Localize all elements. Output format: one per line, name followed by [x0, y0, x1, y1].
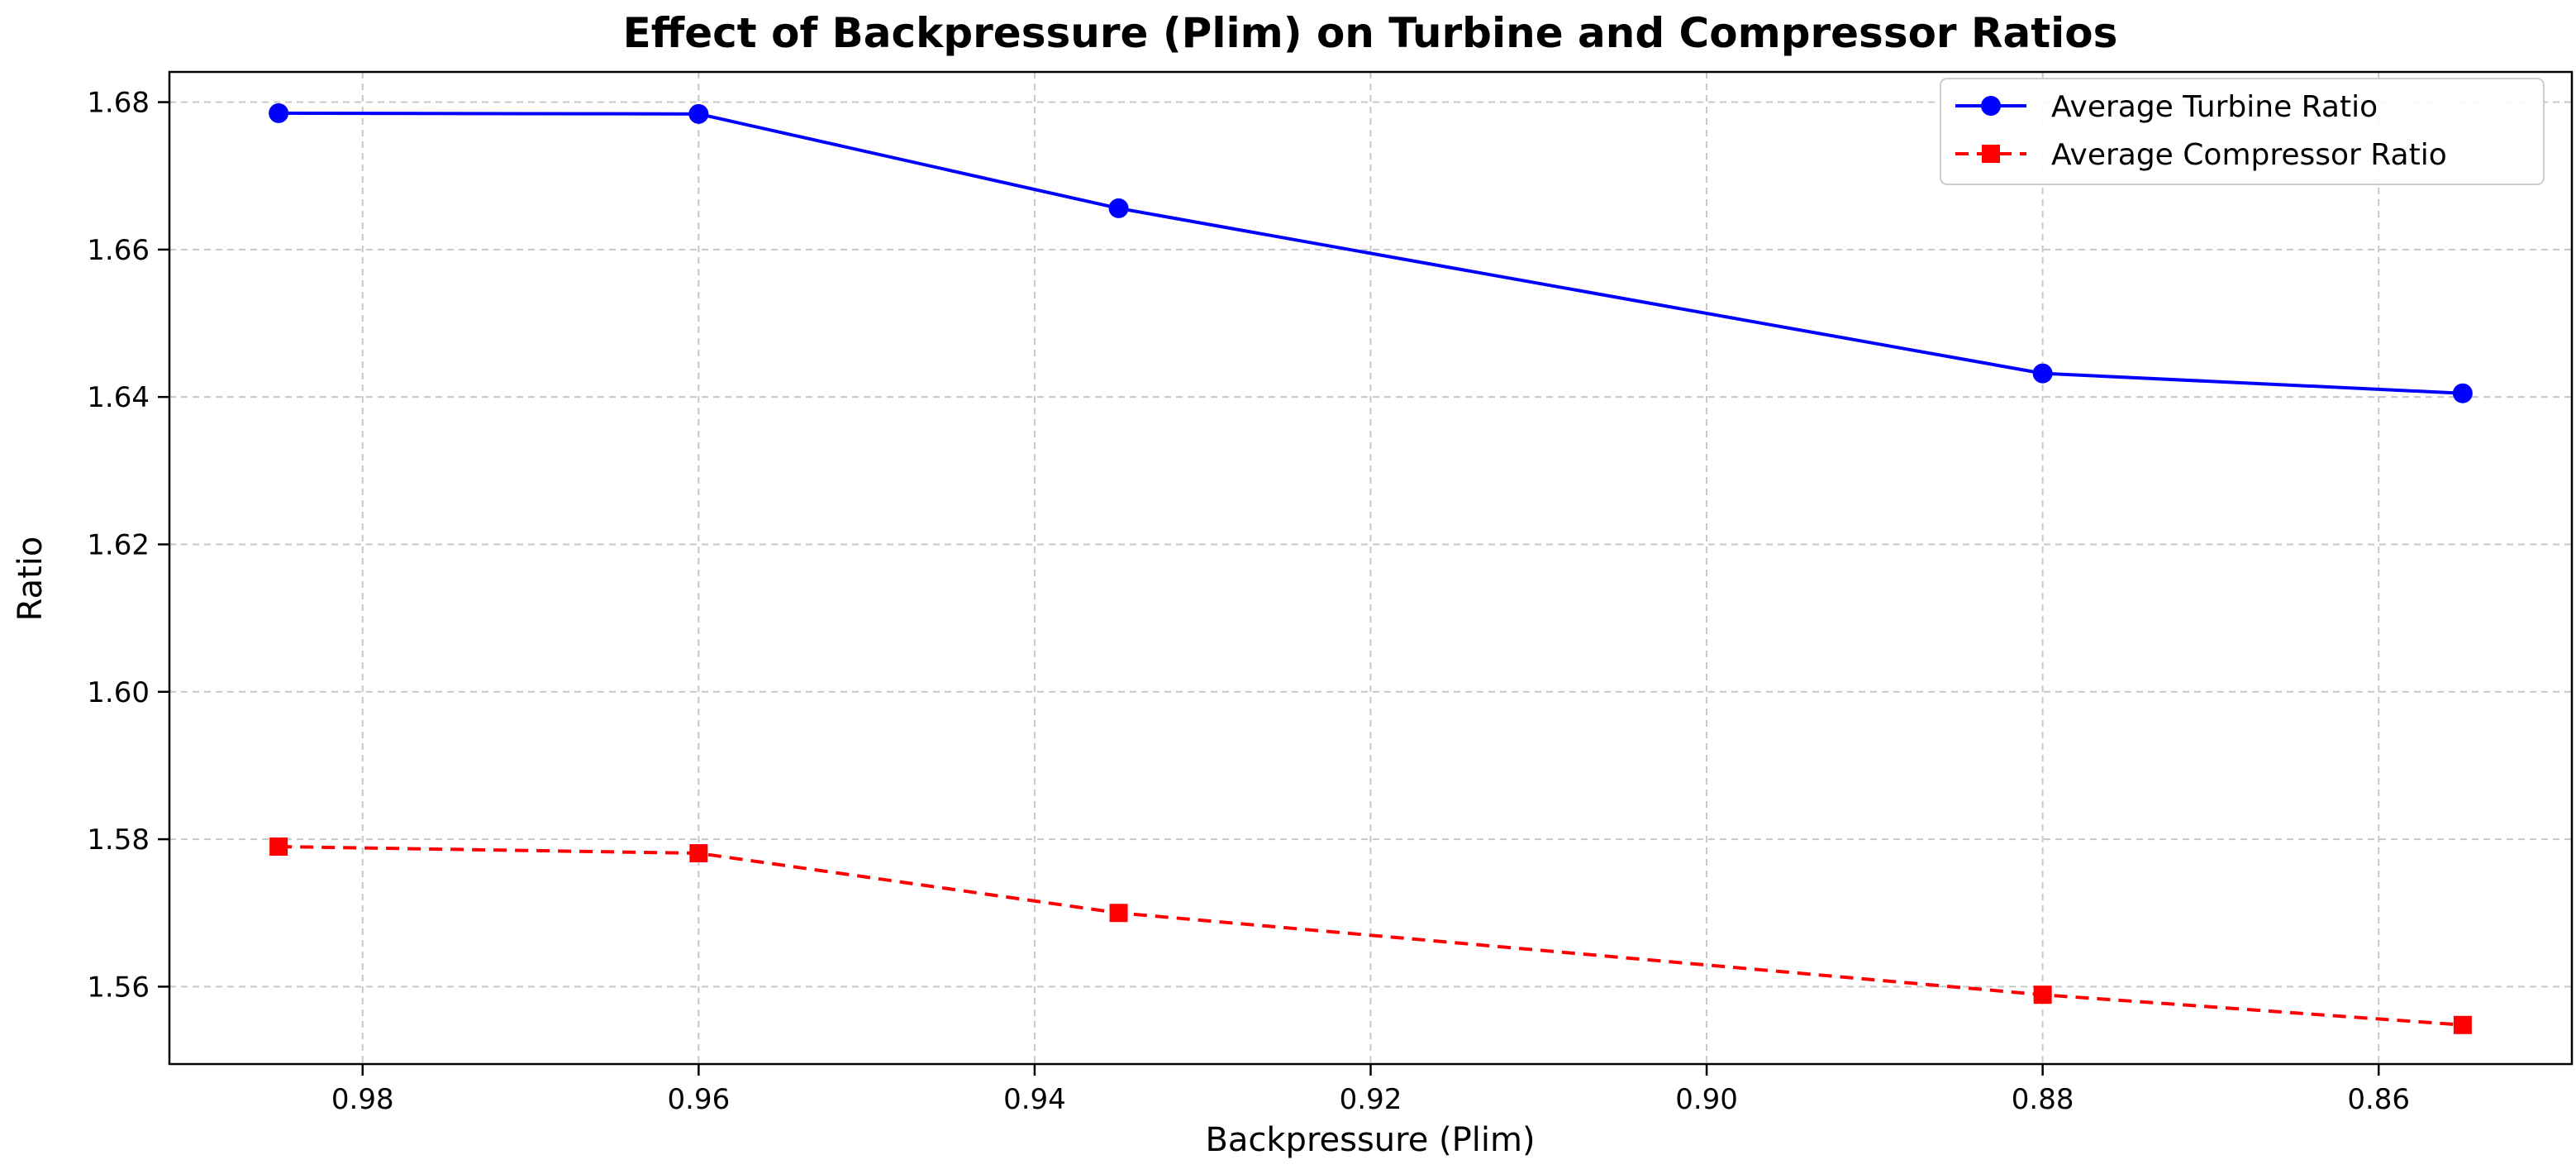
- legend-box: [1940, 78, 2545, 185]
- y-tick-label: 1.56: [87, 971, 150, 1004]
- y-tick-label: 1.66: [87, 234, 150, 267]
- y-tick-label: 1.68: [87, 87, 150, 120]
- axis-ticks: 0.98 0.96 0.94 0.92 0.90 0.88 0.86 1.56 1.58 1.60…: [87, 87, 2410, 1116]
- compressor-point: [1109, 904, 1128, 923]
- turbine-point: [688, 103, 709, 124]
- y-axis-label: Ratio: [12, 537, 50, 622]
- legend: Average Turbine Ratio Average Compressor …: [1940, 78, 2545, 185]
- turbine-point: [2032, 363, 2053, 384]
- x-tick-label: 0.88: [2012, 1083, 2074, 1116]
- turbine-point: [1108, 198, 1129, 218]
- turbine-point: [269, 103, 289, 123]
- chart-title: Effect of Backpressure (Plim) on Turbine…: [623, 9, 2118, 57]
- x-axis-label: Backpressure (Plim): [1205, 1121, 1535, 1159]
- y-tick-label: 1.60: [87, 676, 150, 709]
- y-tick-label: 1.58: [87, 823, 150, 857]
- legend-compressor-label: Average Compressor Ratio: [2051, 138, 2447, 172]
- legend-turbine-label: Average Turbine Ratio: [2051, 90, 2378, 124]
- x-tick-label: 0.86: [2347, 1083, 2410, 1116]
- legend-compressor-marker: [1982, 145, 2000, 163]
- x-tick-label: 0.94: [1003, 1083, 1066, 1116]
- turbine-point: [2452, 383, 2473, 403]
- grid-lines: [169, 72, 2572, 1064]
- plot-frame: [168, 70, 2574, 1066]
- compressor-point: [2033, 985, 2052, 1005]
- y-tick-label: 1.64: [87, 381, 150, 414]
- x-tick-label: 0.90: [1675, 1083, 1738, 1116]
- compressor-point: [2453, 1015, 2472, 1034]
- legend-turbine-marker: [1981, 96, 2001, 116]
- compressor-point: [269, 837, 288, 856]
- y-tick-label: 1.62: [87, 528, 150, 561]
- x-tick-label: 0.98: [331, 1083, 394, 1116]
- x-tick-label: 0.92: [1340, 1083, 1402, 1116]
- x-tick-label: 0.96: [668, 1083, 731, 1116]
- series-layer: [269, 103, 2473, 1034]
- compressor-point: [689, 844, 708, 863]
